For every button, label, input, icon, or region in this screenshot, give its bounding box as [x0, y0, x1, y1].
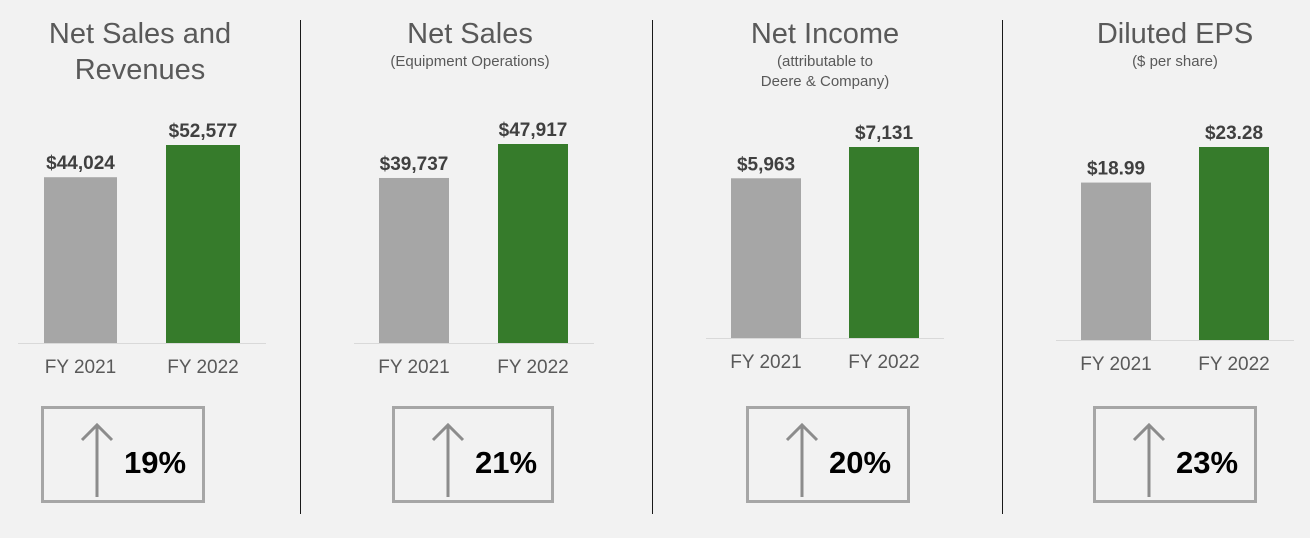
bar-chart: $5,963 FY 2021 $7,131 FY 2022	[706, 123, 944, 373]
bar-chart: $39,737 FY 2021 $47,917 FY 2022	[354, 120, 594, 378]
data-label: $44,024	[46, 153, 115, 174]
up-arrow-icon	[431, 423, 465, 497]
x-tick-label: FY 2021	[730, 352, 801, 373]
chart-subtitle: (Equipment Operations)	[390, 53, 550, 70]
change-box: 23%	[1093, 406, 1257, 503]
bar-fy-2021	[731, 178, 801, 338]
change-percent: 20%	[829, 445, 892, 480]
chart-title: Net Sales	[407, 18, 533, 50]
data-label: $23.28	[1205, 123, 1263, 144]
data-label: $52,577	[169, 121, 238, 142]
x-tick-label: FY 2021	[1080, 354, 1151, 375]
bar-fy-2021	[1081, 182, 1151, 340]
divider	[652, 20, 653, 514]
change-percent: 21%	[475, 445, 538, 480]
data-label: $47,917	[499, 120, 568, 141]
x-tick-label: FY 2021	[378, 357, 449, 378]
data-label: $18.99	[1087, 159, 1145, 180]
x-tick-label: FY 2022	[848, 352, 919, 373]
bar-chart: $44,024 FY 2021 $52,577 FY 2022	[18, 121, 266, 378]
chart-title: Net Income	[750, 18, 900, 50]
bar-chart: $18.99 FY 2021 $23.28 FY 2022	[1056, 123, 1294, 375]
change-percent: 19%	[124, 445, 187, 480]
chart-title: Net Sales and Revenues	[48, 18, 232, 86]
chart-title: Diluted EPS	[1096, 18, 1254, 50]
bar-fy-2022	[498, 144, 568, 343]
up-arrow-icon	[1132, 423, 1166, 497]
change-percent: 23%	[1176, 445, 1239, 480]
chart-panel-net-sales-revenues: Net Sales and Revenues $44,024 FY 2021 $52…	[0, 0, 280, 538]
chart-panel-net-income: Net Income (attributable to Deere & Comp…	[690, 0, 960, 538]
x-tick-label: FY 2022	[167, 357, 238, 378]
chart-subtitle: ($ per share)	[1132, 53, 1218, 70]
bar-fy-2021	[44, 177, 117, 343]
divider	[300, 20, 301, 514]
bar-fy-2021	[379, 177, 449, 343]
chart-panel-diluted-eps: Diluted EPS ($ per share) $18.99 FY 2021 $…	[1040, 0, 1310, 538]
data-label: $7,131	[855, 123, 914, 144]
up-arrow-icon	[80, 423, 114, 497]
divider	[1002, 20, 1003, 514]
change-box: 20%	[746, 406, 910, 503]
chart-panel-net-sales: Net Sales (Equipment Operations) $39,737…	[340, 0, 600, 538]
up-arrow-icon	[785, 423, 819, 497]
change-box: 21%	[392, 406, 554, 503]
bar-fy-2022	[849, 147, 919, 338]
x-tick-label: FY 2021	[45, 357, 116, 378]
bar-fy-2022	[166, 145, 240, 343]
x-tick-label: FY 2022	[1198, 354, 1269, 375]
data-label: $5,963	[737, 154, 795, 175]
change-box: 19%	[41, 406, 205, 503]
x-tick-label: FY 2022	[497, 357, 568, 378]
bar-fy-2022	[1199, 147, 1269, 340]
chart-subtitle: (attributable to Deere & Company)	[760, 53, 890, 90]
data-label: $39,737	[380, 154, 449, 175]
